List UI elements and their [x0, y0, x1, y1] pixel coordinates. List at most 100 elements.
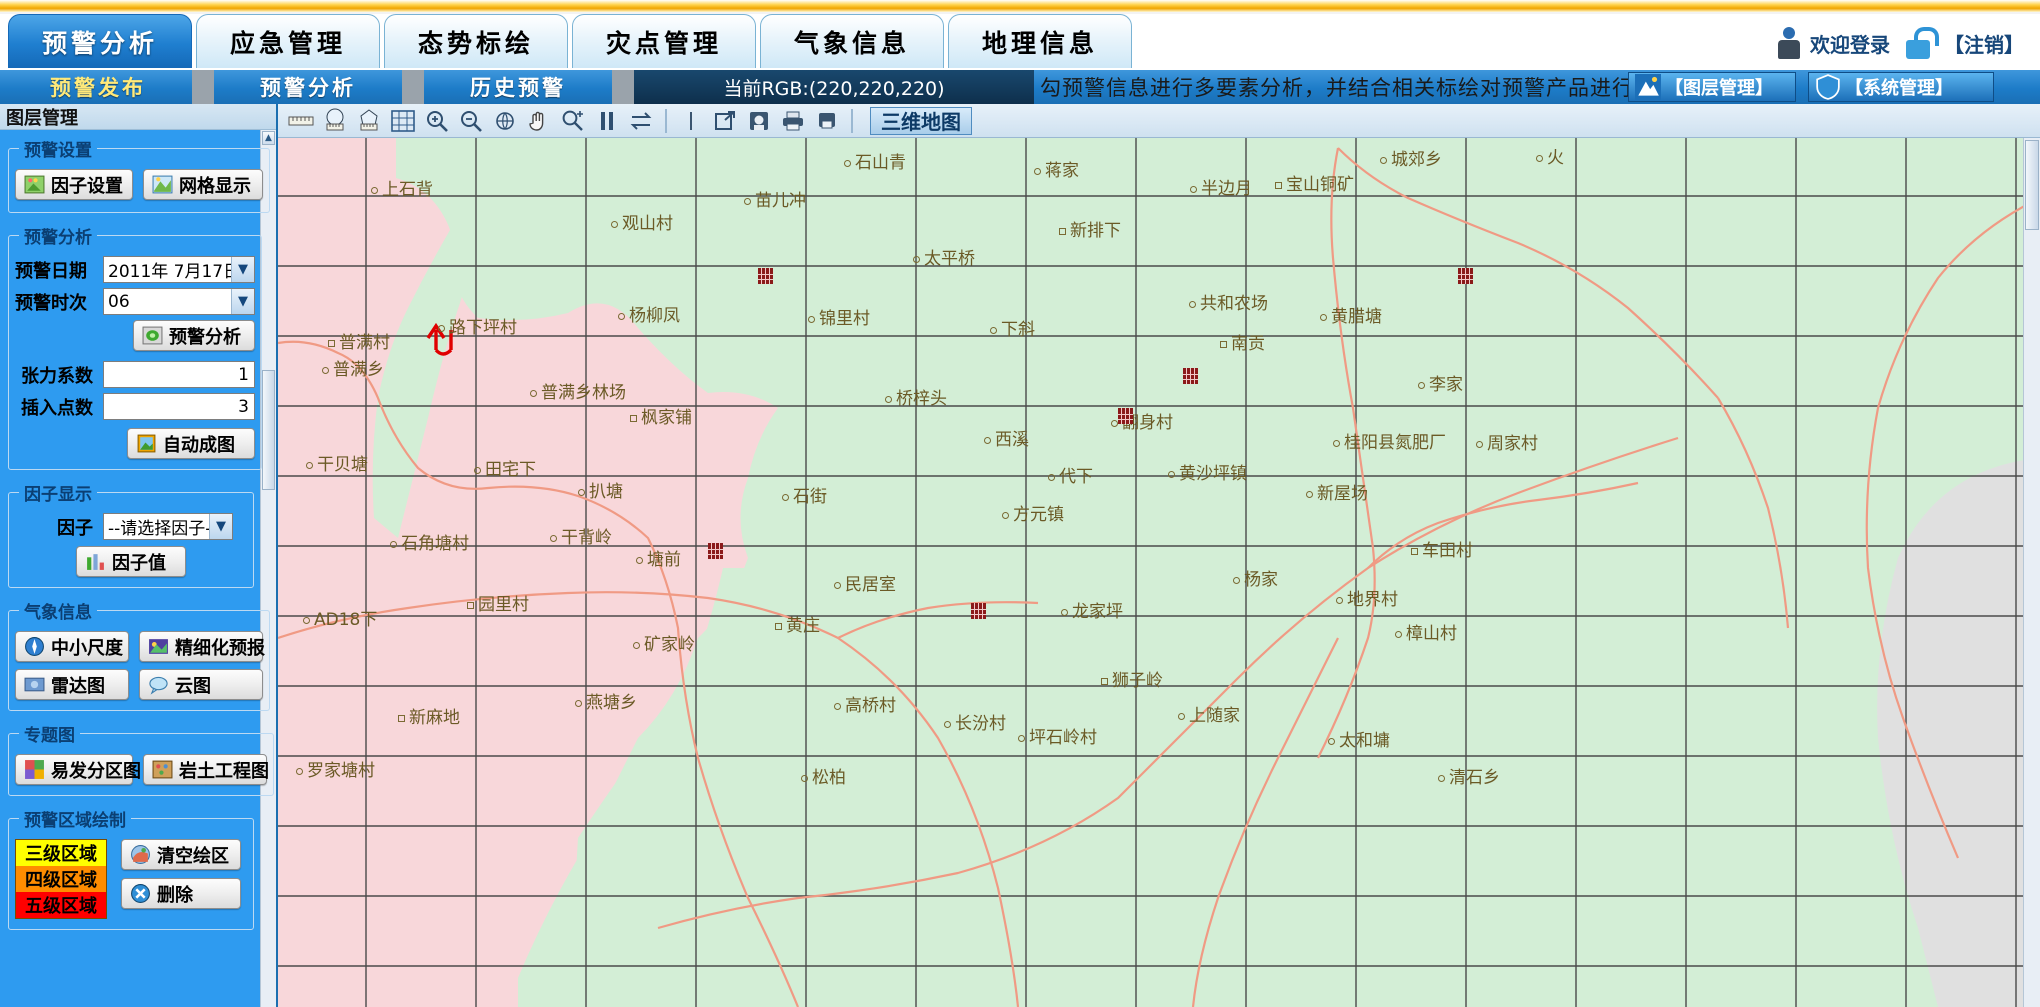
- save-icon[interactable]: [744, 107, 774, 135]
- export-icon[interactable]: [710, 107, 740, 135]
- nav-tab-label: 预警分析: [41, 28, 158, 58]
- left-sidebar: 图层管理 ▲ 预警设置 因子设置: [0, 104, 278, 1007]
- layers-icon[interactable]: [812, 107, 842, 135]
- swap-icon[interactable]: [626, 107, 656, 135]
- warning-date-label: 预警日期: [15, 260, 87, 282]
- warning-date-select[interactable]: 2011年 7月17日 ▼: [103, 256, 255, 283]
- ruler-icon[interactable]: [286, 107, 316, 135]
- logout-block[interactable]: 【注销】: [1906, 27, 2024, 59]
- geotechnical-map-button[interactable]: 岩土工程图: [143, 754, 269, 785]
- zoom-in-icon[interactable]: [422, 107, 452, 135]
- nav-tab-0[interactable]: 预警分析: [8, 14, 192, 68]
- warning-time-select[interactable]: 06 ▼: [103, 288, 255, 315]
- main-navigation-bar: 预警分析 应急管理 态势标绘 灾点管理 气象信息 地理信息 欢迎登录 【注销】: [0, 14, 2040, 70]
- nav-tab-5[interactable]: 地理信息: [948, 14, 1132, 68]
- warning-time-value: 06: [108, 291, 130, 312]
- toolbar-divider: [665, 108, 667, 133]
- geotechnical-icon: [152, 760, 173, 779]
- nav-tab-1[interactable]: 应急管理: [196, 14, 380, 68]
- welcome-block[interactable]: 欢迎登录: [1776, 27, 1890, 59]
- delete-x-icon: [131, 884, 150, 903]
- region-gray: [1877, 458, 2040, 1007]
- nav-tab-2[interactable]: 态势标绘: [384, 14, 568, 68]
- factor-value-button[interactable]: 因子值: [76, 546, 186, 577]
- system-management-button[interactable]: 【系统管理】: [1808, 72, 1994, 102]
- pan-hand-icon[interactable]: [524, 107, 554, 135]
- user-icon: [1776, 27, 1802, 59]
- group-thematic-map-legend: 专题图: [24, 726, 75, 746]
- legend-level-4[interactable]: 四级区域: [16, 866, 106, 892]
- system-management-label: 【系统管理】: [1845, 78, 1953, 99]
- globe-icon[interactable]: [490, 107, 520, 135]
- legend-level-5[interactable]: 五级区域: [16, 892, 106, 918]
- refined-forecast-label: 精细化预报: [175, 637, 265, 659]
- map-canvas[interactable]: 上石背 石山青 蒋家 半边月 宝山铜矿 城郊乡火苗儿冲 观山村 新排下 太平桥 共和农场 黄腊塘 杨柳…: [278, 138, 2040, 1007]
- nav-tab-3[interactable]: 灾点管理: [572, 14, 756, 68]
- factor-settings-label: 因子设置: [51, 175, 123, 197]
- measure-area-icon[interactable]: [354, 107, 384, 135]
- bar-chart-icon: [87, 554, 104, 570]
- group-thematic-map: 专题图 易发分区图: [8, 721, 274, 796]
- group-factor-display-legend: 因子显示: [24, 485, 92, 505]
- nav-tab-label: 地理信息: [981, 28, 1098, 58]
- zoom-select-icon[interactable]: [558, 107, 588, 135]
- measure-length-icon[interactable]: [320, 107, 350, 135]
- clear-icon: [131, 845, 150, 864]
- nav-tab-label: 灾点管理: [605, 28, 722, 58]
- tension-coefficient-input[interactable]: 1: [103, 361, 255, 388]
- susceptibility-zoning-button[interactable]: 易发分区图: [15, 754, 141, 785]
- top-banner: [0, 0, 2040, 12]
- geotechnical-map-label: 岩土工程图: [179, 760, 269, 782]
- chevron-down-icon: ▼: [231, 289, 254, 314]
- auto-map-icon: [137, 434, 156, 453]
- sidebar-title: 图层管理: [0, 104, 276, 130]
- vertical-bar-icon[interactable]: [676, 107, 706, 135]
- subtab-history-warning[interactable]: 历史预警: [470, 76, 566, 100]
- warning-level-legend: 三级区域 四级区域 五级区域: [15, 839, 107, 919]
- grid-display-label: 网格显示: [179, 175, 251, 197]
- sidebar-scroll-thumb[interactable]: [262, 370, 275, 490]
- auto-map-label: 自动成图: [163, 434, 235, 456]
- auto-map-button[interactable]: 自动成图: [127, 428, 255, 459]
- nav-tab-label: 应急管理: [229, 28, 346, 58]
- refined-forecast-button[interactable]: 精细化预报: [139, 631, 265, 662]
- grid-icon[interactable]: [388, 107, 418, 135]
- sidebar-scrollbar[interactable]: ▲: [260, 130, 276, 1007]
- radar-map-button[interactable]: 雷达图: [15, 669, 129, 700]
- sub-navigation-bar: 预警发布 预警分析 历史预警 当前RGB:(220,220,220) 勾预警信息…: [0, 70, 2040, 104]
- grid-display-button[interactable]: 网格显示: [143, 169, 263, 200]
- map-panel: 三维地图: [278, 104, 2040, 1007]
- insert-points-input[interactable]: 3: [103, 393, 255, 420]
- map-scroll-thumb[interactable]: [2025, 140, 2039, 230]
- zoom-out-icon[interactable]: [456, 107, 486, 135]
- nav-tab-4[interactable]: 气象信息: [760, 14, 944, 68]
- cloud-map-button[interactable]: 云图: [139, 669, 263, 700]
- group-factor-display: 因子显示 因子 --请选择因子-- ▼ 因子值: [8, 480, 254, 588]
- refined-forecast-icon: [149, 639, 168, 654]
- factor-value-label: 因子值: [112, 552, 166, 574]
- legend-level-3[interactable]: 三级区域: [16, 840, 106, 866]
- map-toolbar: 三维地图: [278, 104, 2040, 138]
- welcome-label: 欢迎登录: [1810, 32, 1890, 57]
- logout-label: 【注销】: [1944, 32, 2024, 57]
- group-warning-area-draw: 预警区域绘制 三级区域 四级区域 五级区域: [8, 806, 254, 930]
- mesoscale-button[interactable]: 中小尺度: [15, 631, 129, 662]
- clear-drawn-areas-button[interactable]: 清空绘区: [121, 839, 241, 870]
- map-vertical-scrollbar[interactable]: [2023, 138, 2040, 1007]
- subtab-warning-publish[interactable]: 预警发布: [50, 76, 146, 100]
- factor-settings-button[interactable]: 因子设置: [15, 169, 133, 200]
- lock-icon: [1906, 27, 1939, 59]
- group-weather-info: 气象信息 中小尺度: [8, 598, 270, 711]
- factor-select[interactable]: --请选择因子-- ▼: [103, 513, 233, 540]
- layer-management-button[interactable]: 【图层管理】: [1628, 72, 1796, 102]
- map-3d-button[interactable]: 三维地图: [870, 106, 972, 135]
- run-warning-analysis-button[interactable]: 预警分析: [133, 320, 255, 351]
- factor-settings-icon: [24, 175, 45, 194]
- group-warning-area-draw-legend: 预警区域绘制: [24, 811, 126, 831]
- subtab-warning-analysis[interactable]: 预警分析: [260, 76, 356, 100]
- pause-icon[interactable]: [592, 107, 622, 135]
- nav-tab-list: 预警分析 应急管理 态势标绘 灾点管理 气象信息 地理信息: [8, 14, 1132, 68]
- cloud-map-label: 云图: [175, 675, 211, 697]
- print-icon[interactable]: [778, 107, 808, 135]
- delete-button[interactable]: 删除: [121, 878, 241, 909]
